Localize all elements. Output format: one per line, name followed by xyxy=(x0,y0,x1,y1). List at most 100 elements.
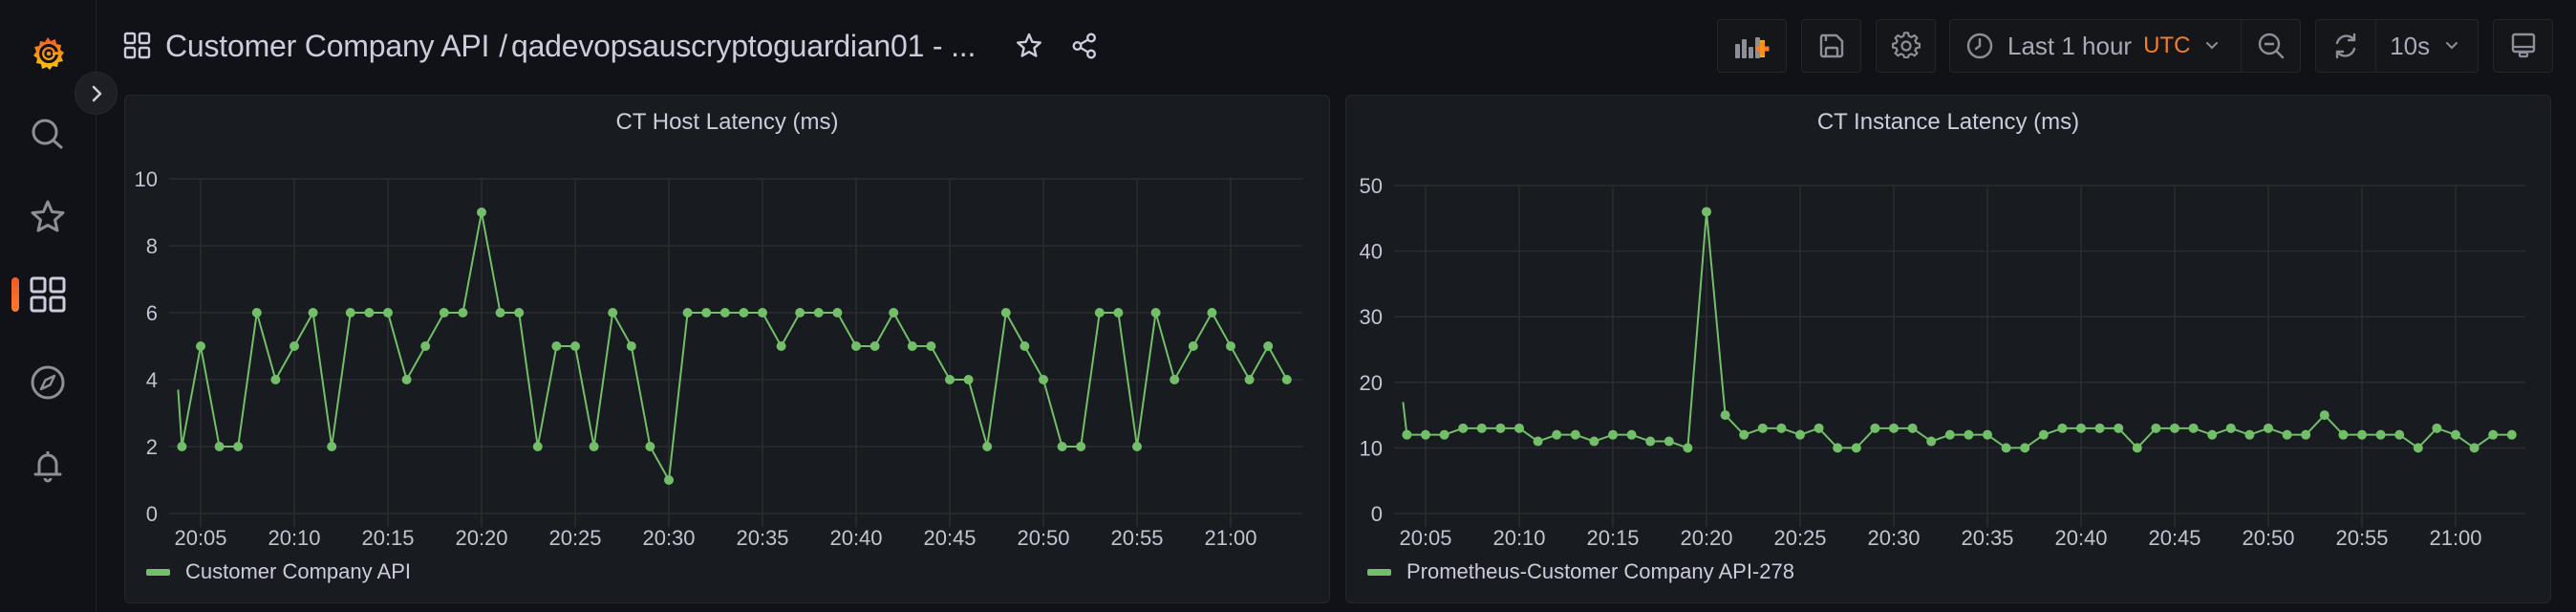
panel-ct-instance-latency[interactable]: CT Instance Latency (ms) 0 10 20 30 40 50 20:0… xyxy=(1345,95,2551,603)
data-point xyxy=(2151,423,2161,433)
data-point xyxy=(1552,429,1562,440)
data-point xyxy=(270,375,281,384)
data-point xyxy=(608,308,618,317)
compass-icon xyxy=(31,365,65,400)
panel-ct-host-latency[interactable]: CT Host Latency (ms) 0 2 4 6 8 10 20:05 20:10 20… xyxy=(124,95,1330,603)
data-point xyxy=(1057,442,1067,451)
time-series-chart[interactable]: 0 2 4 6 8 10 20:05 20:10 20:15 20:20 20:25 20:30 20:… xyxy=(125,96,1331,604)
data-point xyxy=(1776,423,1787,433)
zoom-out-button[interactable] xyxy=(2241,20,2300,72)
refresh-button[interactable] xyxy=(2316,20,2375,72)
y-axis-tick: 10 xyxy=(135,167,158,191)
data-point xyxy=(1170,375,1180,384)
data-point xyxy=(2469,443,2479,453)
data-point xyxy=(1851,443,1861,453)
y-axis-tick: 10 xyxy=(1360,436,1383,460)
data-point xyxy=(682,308,693,317)
data-point xyxy=(2413,443,2423,453)
y-axis-tick: 8 xyxy=(146,234,158,258)
y-axis-tick: 40 xyxy=(1360,240,1383,264)
data-point xyxy=(383,308,393,317)
chevron-down-icon xyxy=(2206,42,2219,50)
grafana-logo[interactable] xyxy=(27,33,69,75)
legend-item[interactable]: Customer Company API xyxy=(146,559,411,584)
data-point xyxy=(1907,423,1918,433)
sidebar-item-explore[interactable] xyxy=(27,361,69,404)
data-point xyxy=(2264,423,2273,433)
dashboards-icon xyxy=(30,276,66,313)
data-point xyxy=(1226,341,1235,351)
data-point xyxy=(1150,308,1161,317)
chevron-down-icon xyxy=(2446,42,2458,50)
panel-title[interactable]: CT Host Latency (ms) xyxy=(615,109,839,135)
data-point xyxy=(869,341,880,351)
y-axis-tick: 30 xyxy=(1360,305,1383,329)
tv-mode-button[interactable] xyxy=(2493,19,2553,73)
data-point xyxy=(719,308,730,317)
data-point xyxy=(1000,308,1011,317)
add-panel-button[interactable] xyxy=(1717,19,1787,73)
time-series-chart[interactable]: 0 10 20 30 40 50 20:05 20:10 20:15 20:20 20:25 20:3… xyxy=(1346,96,2552,604)
data-point xyxy=(327,442,337,451)
data-point xyxy=(1870,423,1880,433)
sidebar-item-search[interactable] xyxy=(27,114,69,156)
share-icon xyxy=(1072,33,1097,59)
dashboard-settings-button[interactable] xyxy=(1876,19,1936,73)
data-point xyxy=(982,442,993,451)
star-dashboard-button[interactable] xyxy=(1010,27,1048,65)
dashboards-icon xyxy=(123,32,151,59)
y-axis-tick: 0 xyxy=(146,502,158,526)
data-point xyxy=(1570,429,1580,440)
refresh-group: 10s xyxy=(2315,19,2479,73)
data-point xyxy=(1533,436,1543,447)
data-point xyxy=(701,308,712,317)
legend-label: Customer Company API xyxy=(185,559,411,583)
series-line xyxy=(181,211,1288,481)
data-point xyxy=(2188,423,2199,433)
data-point xyxy=(2282,429,2292,440)
data-point xyxy=(1626,429,1637,440)
y-axis-tick: 6 xyxy=(146,301,158,325)
sidebar-item-dashboards[interactable] xyxy=(27,273,69,316)
panel-title[interactable]: CT Instance Latency (ms) xyxy=(1816,109,2080,135)
data-point xyxy=(813,308,824,317)
folder-link[interactable]: Customer Company API xyxy=(165,28,490,63)
data-point xyxy=(776,341,786,351)
monitor-icon xyxy=(2511,33,2535,58)
time-range-picker[interactable]: Last 1 hour UTC xyxy=(1950,20,2241,72)
data-point xyxy=(1814,423,1824,433)
x-axis-tick: 20:45 xyxy=(2148,526,2200,550)
refresh-interval-picker[interactable]: 10s xyxy=(2375,20,2478,72)
timezone-label: UTC xyxy=(2143,33,2191,58)
series-line xyxy=(1406,210,2512,449)
active-indicator xyxy=(11,277,19,312)
data-point xyxy=(664,475,674,485)
data-point xyxy=(1889,423,1899,433)
data-point xyxy=(1207,308,1217,317)
data-point xyxy=(2432,423,2442,433)
x-axis-tick: 20:40 xyxy=(829,526,882,550)
data-point xyxy=(626,341,636,351)
legend-item[interactable]: Prometheus-Customer Company API-278 xyxy=(1367,559,1794,584)
data-point xyxy=(645,442,655,451)
x-axis-tick: 21:00 xyxy=(2429,526,2481,550)
data-point xyxy=(1476,423,1487,433)
sidebar-item-alerting[interactable] xyxy=(27,445,69,487)
expand-sidebar-button[interactable] xyxy=(75,72,118,115)
x-axis-tick: 20:30 xyxy=(1867,526,1920,550)
data-point xyxy=(2375,429,2386,440)
save-dashboard-button[interactable] xyxy=(1801,19,1861,73)
dashboard-title[interactable]: qadevopsauscryptoguardian01 - ... xyxy=(510,28,977,63)
legend-label: Prometheus-Customer Company API-278 xyxy=(1406,559,1794,583)
data-point xyxy=(2001,443,2011,453)
star-icon xyxy=(31,200,65,232)
sidebar-item-starred[interactable] xyxy=(27,196,69,238)
data-point xyxy=(1020,341,1030,351)
data-point xyxy=(1964,429,1974,440)
data-point xyxy=(532,442,543,451)
data-point xyxy=(926,341,936,351)
share-dashboard-button[interactable] xyxy=(1065,27,1104,65)
x-axis-tick: 20:25 xyxy=(548,526,601,550)
data-point xyxy=(2357,429,2367,440)
data-point xyxy=(963,375,974,384)
